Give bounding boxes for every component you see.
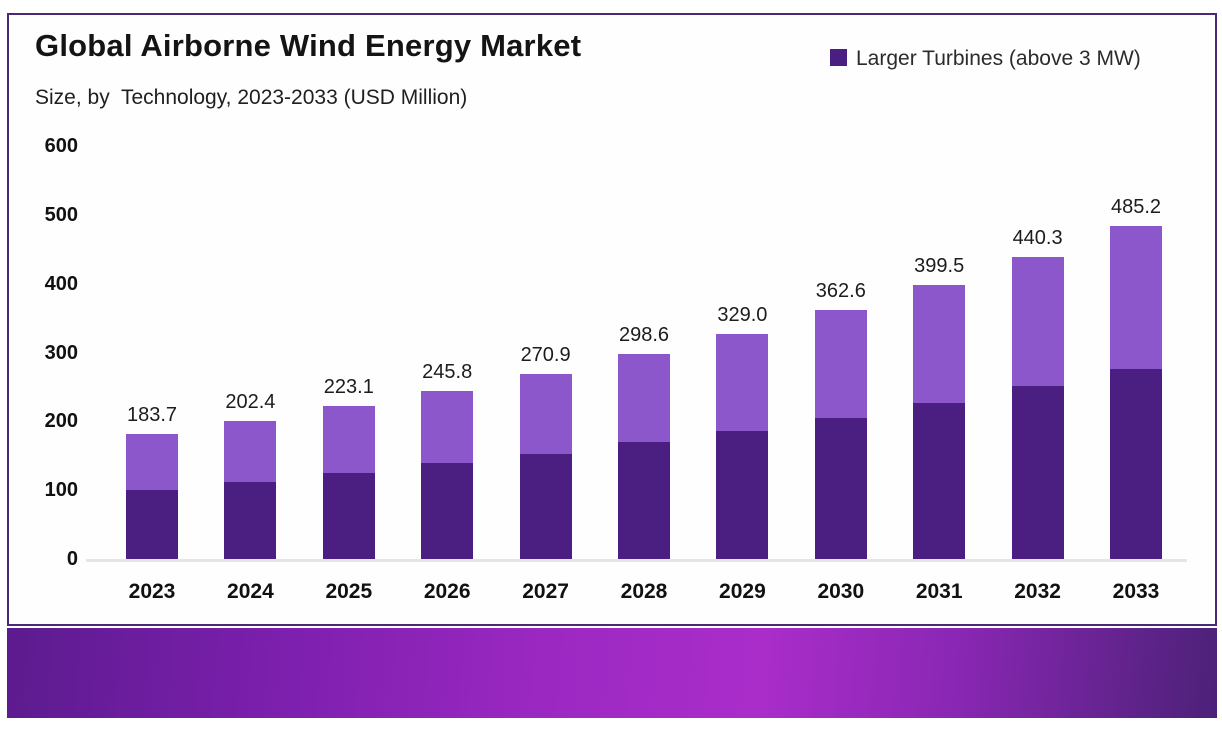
y-tick-label: 0	[66, 548, 78, 570]
bar-segment-upper-2026	[421, 390, 474, 463]
bar-total-label-2024: 202.4	[225, 390, 276, 413]
x-tick-label-2023: 2023	[128, 580, 176, 603]
bar-total-label-2033: 485.2	[1110, 196, 1162, 219]
bar-segment-larger-turbines-2029	[716, 431, 769, 560]
y-tick-label: 400	[44, 272, 78, 295]
bar-segment-larger-turbines-2027	[519, 453, 572, 560]
bar-segment-larger-turbines-2031	[913, 403, 966, 560]
bar-segment-larger-turbines-2023	[126, 489, 178, 560]
x-tick-label-2029: 2029	[719, 580, 766, 603]
y-tick-label: 300	[44, 341, 78, 364]
x-tick-label-2033: 2033	[1112, 580, 1160, 603]
bar-total-label-2025: 223.1	[323, 376, 374, 399]
bar-segment-larger-turbines-2032	[1011, 385, 1064, 560]
bar-segment-upper-2029	[716, 333, 769, 432]
x-tick-label-2031: 2031	[915, 580, 963, 603]
bar-total-label-2030: 362.6	[815, 280, 866, 303]
bar-total-label-2026: 245.8	[422, 360, 473, 383]
y-tick-label: 200	[44, 410, 78, 433]
bar-segment-upper-2028	[618, 354, 670, 443]
legend-label-larger-turbines: Larger Turbines (above 3 MW)	[856, 47, 1141, 70]
chart-title: Global Airborne Wind Energy Market	[35, 28, 582, 63]
bar-segment-larger-turbines-2025	[322, 472, 375, 560]
footer-banner: The Market will Grow At the CAGR of: 13.…	[7, 628, 1217, 718]
x-tick-label-2030: 2030	[817, 580, 865, 603]
bar-segment-larger-turbines-2024	[224, 481, 277, 560]
y-tick-label: 100	[44, 479, 78, 502]
x-tick-label-2024: 2024	[227, 580, 274, 603]
bar-segment-upper-2031	[913, 285, 966, 404]
x-tick-label-2028: 2028	[620, 580, 668, 603]
bar-segment-upper-2027	[519, 373, 572, 454]
x-tick-label-2027: 2027	[522, 580, 569, 603]
bar-total-label-2028: 298.6	[618, 324, 670, 347]
y-tick-label: 600	[44, 135, 78, 157]
bar-total-label-2029: 329.0	[717, 303, 768, 326]
bar-total-label-2031: 399.5	[914, 255, 965, 277]
x-tick-label-2026: 2026	[423, 580, 471, 603]
chart-subtitle: Size, by Technology, 2023-2033 (USD Mill…	[35, 86, 468, 109]
chart-legend: Larger Turbines (above 3 MW)	[830, 44, 1202, 73]
x-axis-line	[86, 559, 1187, 562]
bar-segment-larger-turbines-2026	[421, 462, 474, 560]
bar-segment-upper-2024	[224, 420, 277, 482]
bar-segment-upper-2023	[126, 433, 178, 490]
x-tick-label-2032: 2032	[1014, 580, 1061, 603]
x-tick-label-2025: 2025	[325, 580, 373, 603]
y-tick-label: 500	[44, 203, 78, 226]
bar-total-label-2032: 440.3	[1012, 226, 1063, 249]
bar-total-label-2023: 183.7	[126, 403, 178, 426]
bar-segment-upper-2025	[322, 406, 375, 473]
bar-segment-larger-turbines-2033	[1110, 369, 1162, 560]
bar-total-label-2027: 270.9	[520, 343, 571, 366]
bar-segment-larger-turbines-2030	[814, 418, 867, 560]
bar-segment-upper-2033	[1110, 226, 1162, 370]
bar-segment-upper-2032	[1011, 256, 1064, 386]
legend-swatch-larger-turbines	[830, 49, 847, 66]
bar-segment-larger-turbines-2028	[618, 442, 670, 560]
bar-segment-upper-2030	[814, 310, 867, 419]
